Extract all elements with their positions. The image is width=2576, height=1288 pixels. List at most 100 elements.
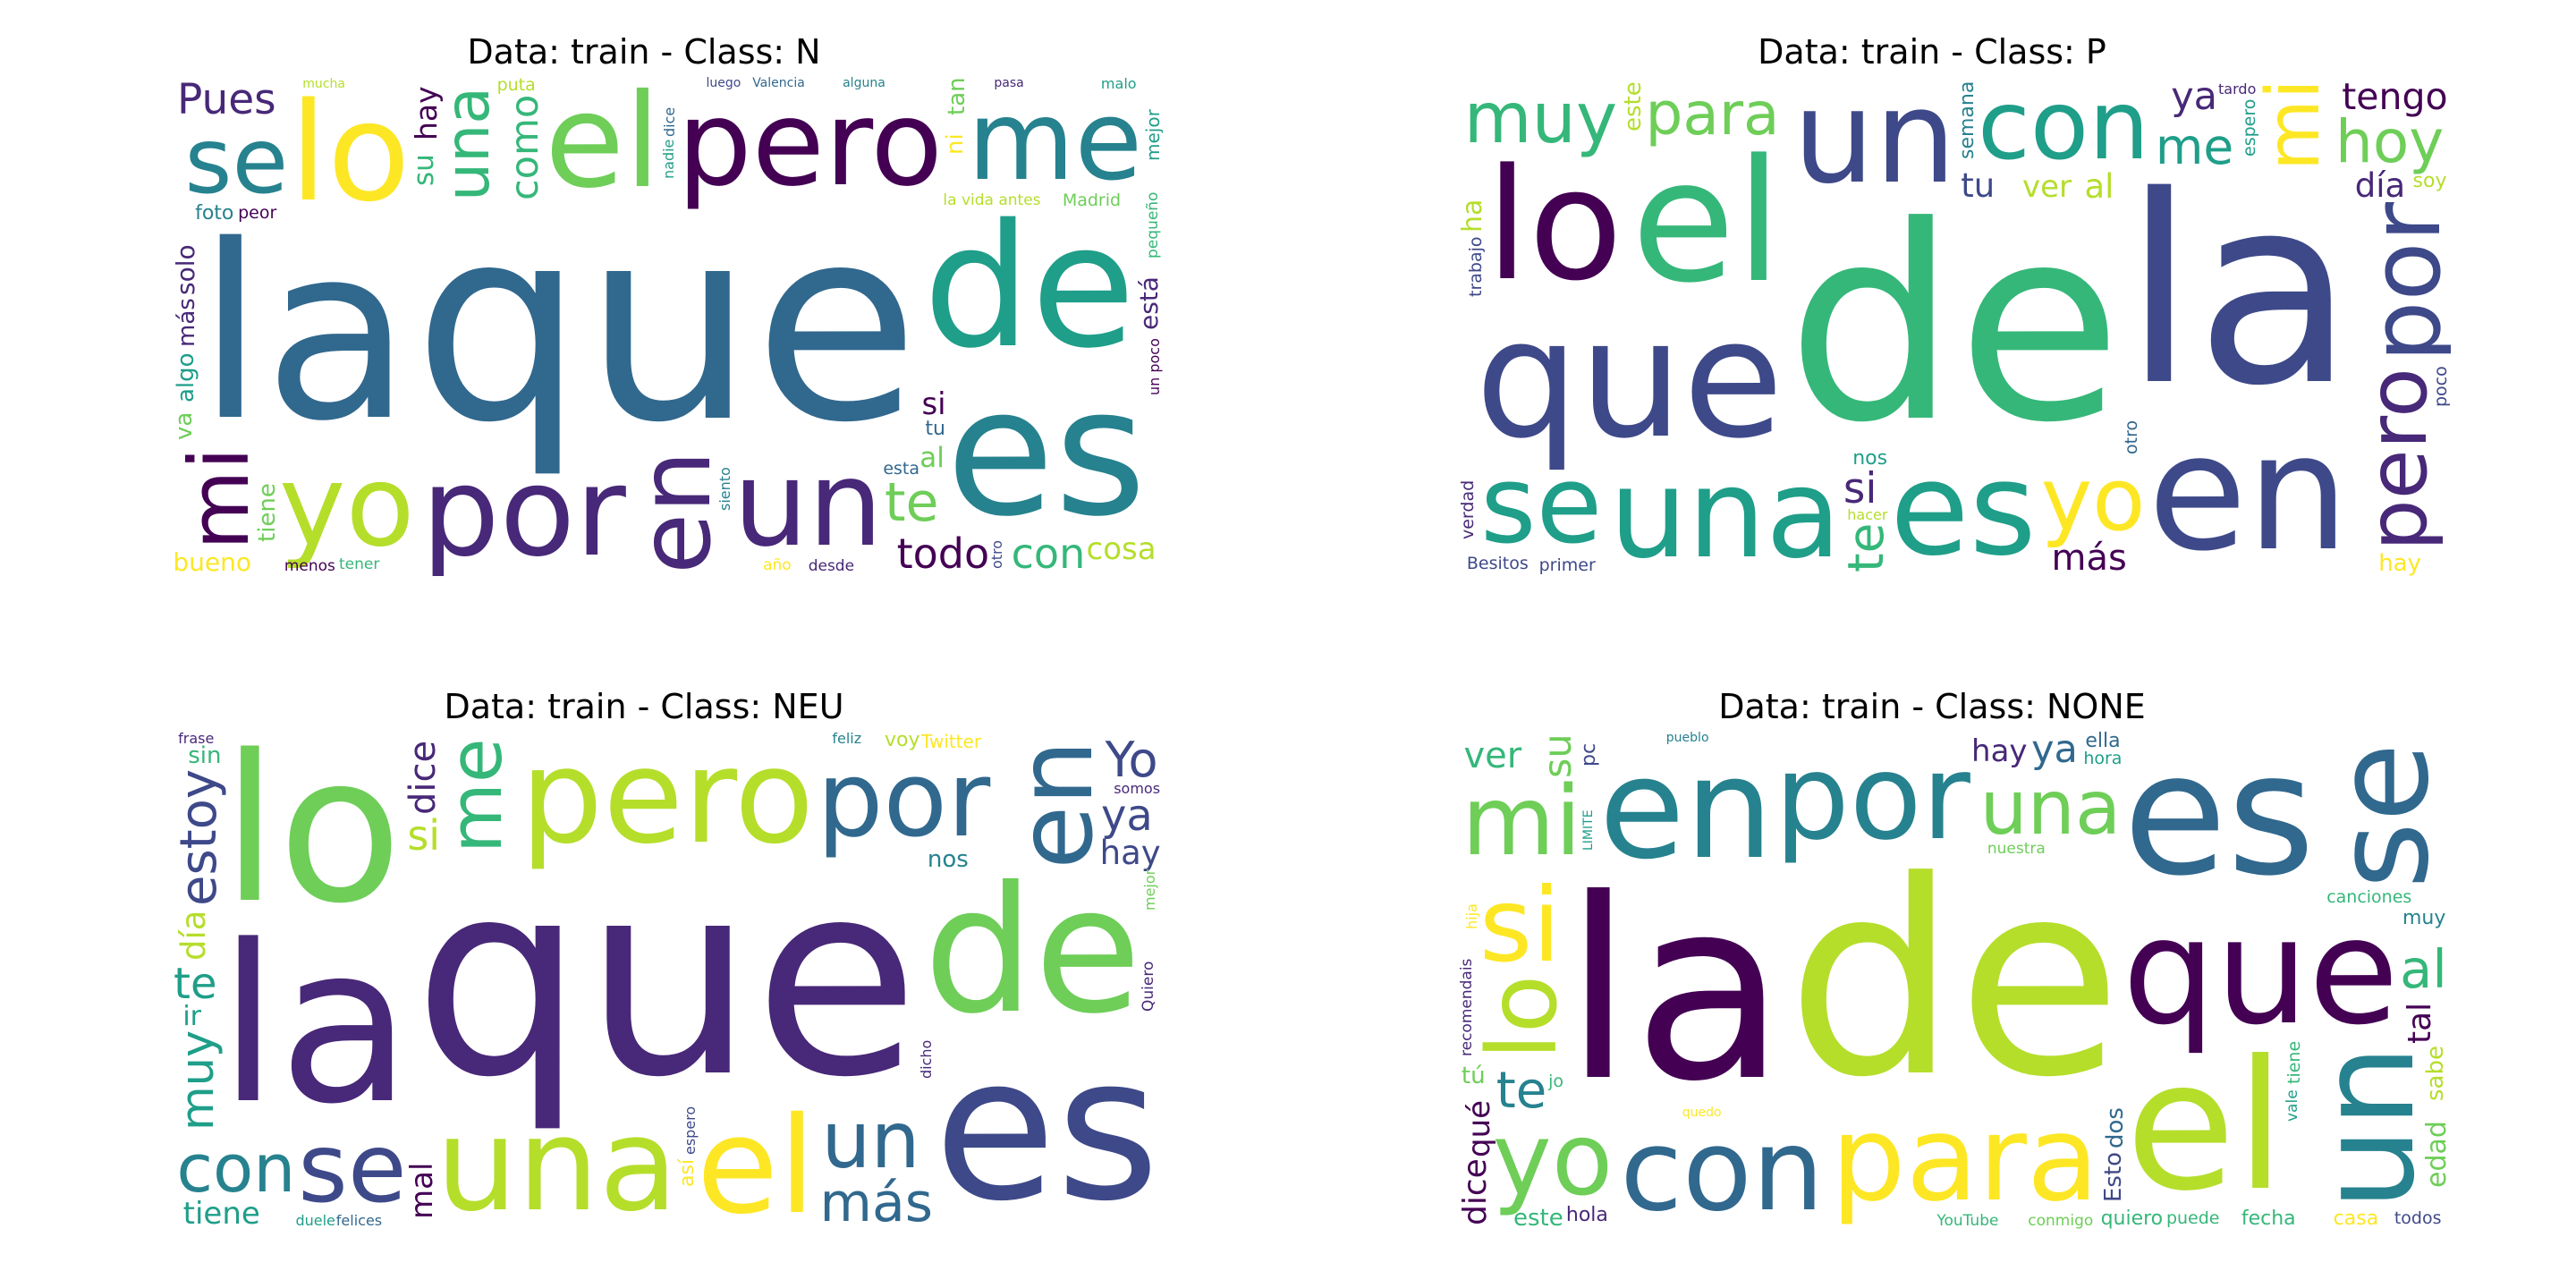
word-un-poco: un poco [1145,338,1163,396]
word-en: en [618,450,734,574]
word-ver: ver [1463,735,1522,777]
word-ella: ella [2085,730,2121,752]
word-hora: hora [2083,748,2123,768]
word-dice: dice [1458,1158,1495,1225]
word-felices: felices [335,1211,383,1229]
word-hay: hay [408,86,444,140]
word-que: que [413,169,919,481]
word-con: con [1977,75,2150,182]
word-me: me [967,78,1143,207]
panel-neu: Data: train - Class: NEU que de la lo es pero… [0,644,1288,1288]
word-cloud: de la que el es en un para por con se una yo mi lo si te… [1458,730,2451,1231]
word-mas: más [2051,537,2127,576]
word-se: se [2307,742,2451,889]
word-para: para [1645,80,1780,149]
word-puta: puta [496,75,536,96]
word-pero: pero [520,730,815,873]
word-quiero: Quiero [1140,961,1158,1013]
word-muy: muy [172,1030,225,1131]
panel-title: Data: train - Class: NEU [444,687,844,726]
word-malo: malo [1100,75,1137,93]
word-hoy: hoy [2334,107,2445,177]
word-voy: voy [884,730,920,752]
panel-p: Data: train - Class: P de la que el en lo por e… [1288,0,2576,644]
word-nuestra: nuestra [1987,839,2046,858]
word-nadie: nadie [659,139,677,180]
panel-n: Data: train - Class: N que la de es lo el en pe… [0,0,1288,644]
word-mal: mal [403,1162,440,1219]
word-alguna: alguna [843,75,886,90]
word-se: se [298,1114,407,1225]
word-yo: Yo [1105,731,1158,788]
word-poco: poco [2431,366,2451,408]
word-hola: hola [1565,1204,1608,1227]
word-mucha: mucha [302,76,345,91]
word-hay: hay [1099,833,1161,872]
word-la: la [217,899,412,1153]
word-ni: ni [942,132,970,155]
word-la: la [2123,140,2355,443]
word-esta: está [1134,275,1163,330]
word-al: al [919,442,945,475]
word-lo: lo [221,730,402,949]
word-hay: hay [2378,549,2421,576]
word-tu: tú [1461,1062,1486,1089]
word-por: por [817,737,991,860]
word-en: en [1598,730,1774,891]
word-que: que [413,824,919,1136]
word-ya: ya [1100,790,1153,841]
word-espero: espero [2239,98,2259,157]
word-tiene: tiene [2284,1040,2305,1084]
word-me: me [435,738,520,853]
word-por: por [2351,202,2451,363]
word-pues: Pues [176,75,276,125]
word-mi: mi [2250,78,2336,171]
word-tu: tu [925,417,945,440]
word-por: por [421,439,626,576]
word-estoy: estoy [170,769,228,907]
word-pequeno: pequeño [1144,191,1163,259]
word-con: con [1011,530,1086,576]
word-va: va [170,411,198,441]
word-todos: todos [2394,1208,2442,1229]
word-somos: somos [1114,780,1161,798]
word-nos: nos [927,845,969,873]
word-limite: LIMITE [1580,809,1596,852]
word-dos: dos [2101,1107,2129,1149]
word-trabajo: trabajo [1465,236,1486,297]
word-es: es [1890,434,2037,576]
word-canciones: canciones [2326,886,2412,907]
word-menos: menos [284,557,335,576]
word-el: el [544,75,661,218]
word-pueblo: pueblo [1665,730,1709,745]
word-asi: así [676,1159,699,1188]
word-yo: yo [2040,448,2146,550]
word-un: un [821,1094,920,1186]
word-feliz: feliz [832,730,862,747]
word-madrid: Madrid [1062,190,1122,210]
word-mejor: mejor [1141,109,1163,162]
word-una: una [1609,442,1842,576]
word-su: su [408,153,441,186]
word-me: me [2155,117,2234,175]
word-puede: puede [2165,1208,2220,1229]
word-la-vida-antes: la vida antes [943,191,1041,210]
word-te: te [1837,522,1895,572]
word-mas: más [819,1171,933,1231]
word-esto: Esto [2100,1151,2128,1202]
word-tiene: tiene [182,1195,260,1231]
word-la: la [1563,845,1786,1137]
word-al: al [2400,937,2447,1000]
word-bueno: bueno [173,547,251,576]
word-si: si [921,386,946,423]
word-es: es [2123,730,2316,914]
word-mi: mi [1462,767,1582,878]
word-dia: día [2354,165,2406,205]
word-como: como [502,94,547,201]
word-yo: yo [278,439,415,572]
word-tener: tener [339,555,380,574]
word-para: para [1830,1090,2099,1229]
word-peor: peor [238,202,277,223]
word-todo: todo [896,530,990,576]
word-con: con [176,1131,296,1208]
